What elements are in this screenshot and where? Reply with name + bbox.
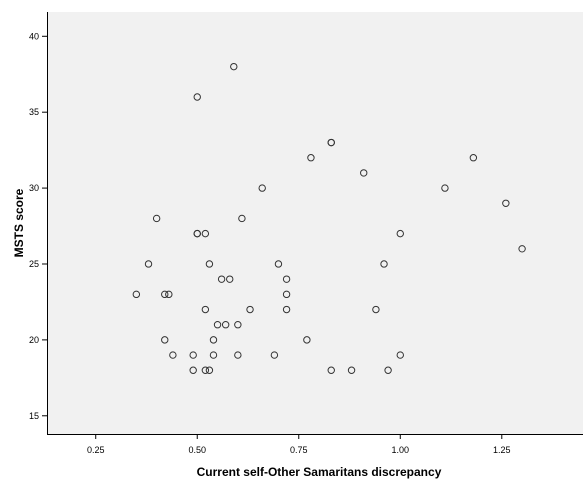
data-point: [201, 366, 210, 374]
x-tick-label: 0.25: [87, 445, 105, 455]
data-point: [360, 169, 368, 177]
x-tick-label: 0.75: [290, 445, 308, 455]
x-tick-label: 1.25: [493, 445, 511, 455]
data-point: [165, 290, 173, 299]
data-point: [518, 245, 526, 253]
x-axis-title: Current self-Other Samaritans discrepanc…: [197, 465, 442, 479]
data-point: [282, 290, 291, 299]
data-point: [230, 62, 238, 71]
data-point: [193, 229, 201, 238]
data-point: [502, 199, 510, 207]
data-point: [327, 138, 335, 147]
data-point: [209, 336, 218, 344]
data-point: [270, 351, 279, 359]
data-point: [246, 305, 254, 314]
data-point: [193, 93, 201, 101]
data-point: [303, 336, 311, 344]
x-tick-label: 0.50: [188, 445, 206, 455]
data-point: [189, 351, 197, 359]
y-tick-label: 25: [29, 259, 39, 269]
data-point: [258, 184, 266, 192]
data-point: [384, 366, 392, 374]
data-point: [469, 154, 478, 162]
data-point: [213, 321, 222, 329]
y-axis-ticks: 15 20 25 30 35 40: [29, 31, 47, 421]
data-point: [347, 366, 356, 374]
data-point: [234, 351, 242, 359]
data-point: [396, 351, 404, 359]
data-point: [132, 290, 141, 299]
data-point: [161, 336, 169, 344]
y-axis-title: MSTS score: [12, 188, 26, 257]
data-point: [221, 321, 230, 329]
data-point: [189, 366, 197, 374]
y-tick-label: 35: [29, 107, 39, 117]
x-axis-ticks: 0.25 0.50 0.75 1.00 1.25: [87, 434, 511, 455]
data-point: [217, 275, 226, 283]
data-point: [152, 214, 161, 223]
data-point: [238, 214, 246, 223]
y-tick-label: 40: [29, 31, 39, 41]
plot-background: [47, 12, 583, 434]
data-point: [209, 351, 218, 359]
data-point: [327, 366, 335, 374]
data-point: [234, 321, 242, 329]
data-point: [372, 305, 380, 314]
data-point: [380, 260, 388, 268]
data-point: [396, 229, 404, 238]
data-point: [282, 305, 291, 314]
data-point: [441, 184, 449, 192]
data-points: [132, 62, 526, 374]
data-point: [274, 260, 283, 268]
y-tick-label: 30: [29, 183, 39, 193]
y-tick-label: 20: [29, 335, 39, 345]
data-point: [307, 154, 315, 162]
x-tick-label: 1.00: [392, 445, 410, 455]
data-point: [205, 260, 214, 268]
data-point: [161, 290, 169, 299]
data-point: [169, 351, 177, 359]
data-point: [282, 275, 291, 283]
data-point: [205, 366, 214, 374]
y-tick-label: 15: [29, 411, 39, 421]
data-point: [201, 229, 210, 238]
data-point: [201, 305, 210, 314]
data-point: [144, 260, 153, 268]
data-point: [226, 275, 234, 283]
